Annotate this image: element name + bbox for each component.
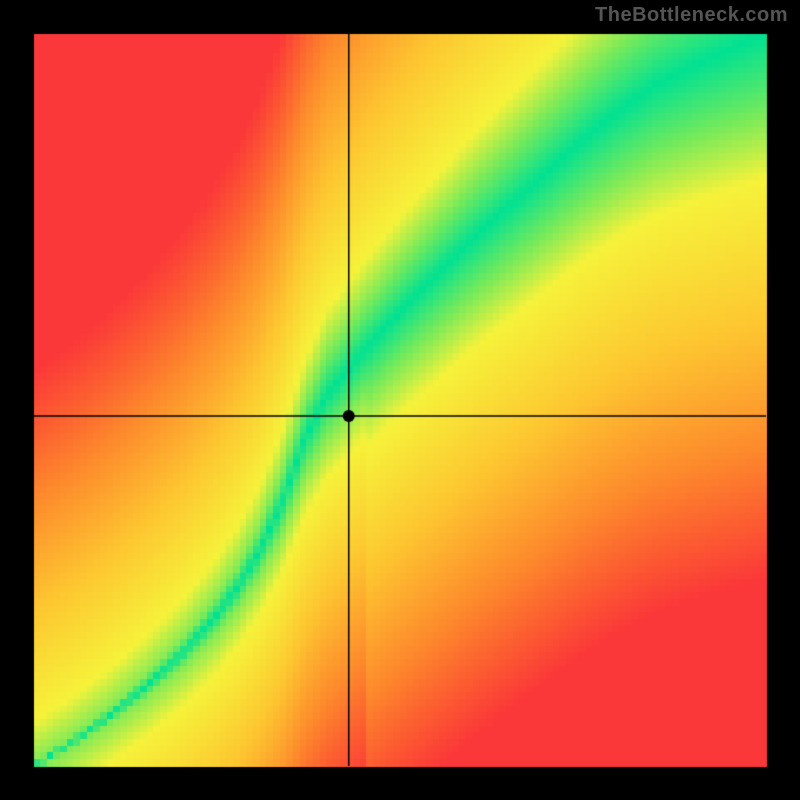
- chart-container: TheBottleneck.com: [0, 0, 800, 800]
- heatmap-canvas: [0, 0, 800, 800]
- watermark-text: TheBottleneck.com: [595, 4, 788, 27]
